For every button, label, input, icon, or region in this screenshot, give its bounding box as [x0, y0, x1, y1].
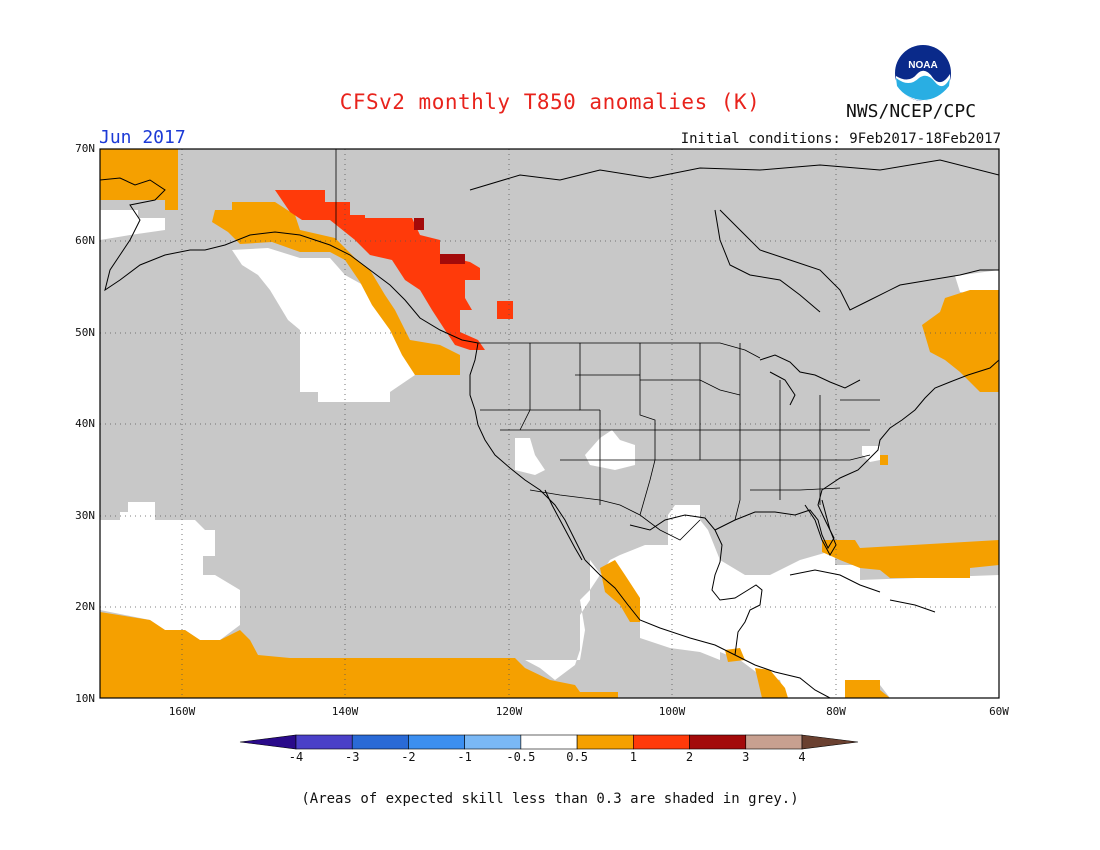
colorbar-swatch [351, 734, 409, 750]
map-title: CFSv2 monthly T850 anomalies (K) [339, 90, 761, 114]
colorbar-tick-label: 4 [798, 750, 806, 764]
colorbar-swatch [520, 734, 578, 750]
anomaly-2-to-3-regions [414, 218, 465, 264]
colorbar-tick-label: 1 [629, 750, 637, 764]
noaa-logo: NOAA [895, 45, 951, 102]
colorbar-tick-label: -3 [344, 750, 360, 764]
lat-label: 40N [75, 417, 95, 430]
lat-label: 70N [75, 142, 95, 155]
lon-label: 80W [826, 705, 846, 718]
initial-conditions: Initial conditions: 9Feb2017-18Feb2017 [680, 131, 1001, 147]
agency-label: NWS/NCEP/CPC [846, 101, 977, 122]
colorbar-tick-label: -1 [457, 750, 472, 764]
colorbar-swatch [464, 734, 522, 750]
colorbar-swatch [576, 734, 634, 750]
coastlines [100, 159, 999, 698]
colorbar-tick-label: 2 [685, 750, 694, 764]
colorbar-tick-label: -0.5 [506, 750, 536, 764]
lat-label: 50N [75, 326, 95, 339]
lat-label: 60N [75, 234, 95, 247]
colorbar-swatch [408, 734, 465, 750]
lon-label: 160W [168, 705, 196, 718]
forecast-month: Jun 2017 [99, 127, 186, 148]
lat-label: 20N [75, 600, 95, 613]
lon-label: 100W [658, 705, 686, 718]
neutral-anomaly-regions [100, 210, 999, 698]
colorbar-swatch [689, 734, 747, 750]
colorbar-swatch [633, 734, 690, 750]
colorbar-tick-label: 0.5 [566, 750, 588, 764]
colorbar-tick-label: -4 [288, 750, 304, 764]
anomaly-0.5-to-1-regions [100, 149, 999, 698]
colorbar-max-arrow [801, 734, 859, 750]
lon-label: 140W [331, 705, 359, 718]
colorbar-tick-label: -2 [401, 750, 416, 764]
lon-label: 120W [495, 705, 523, 718]
colorbar-swatch [745, 734, 803, 750]
lat-label: 10N [75, 692, 95, 705]
lat-label: 30N [75, 509, 95, 522]
footnote: (Areas of expected skill less than 0.3 a… [301, 791, 799, 807]
colorbar-tick-label: 3 [742, 750, 750, 764]
colorbar-min-arrow [239, 734, 297, 750]
colorbar-swatch [295, 734, 353, 750]
map-frame [99, 148, 1000, 699]
lon-label: 60W [989, 705, 1009, 718]
logo-text: NOAA [908, 60, 937, 71]
political-borders [335, 149, 880, 541]
